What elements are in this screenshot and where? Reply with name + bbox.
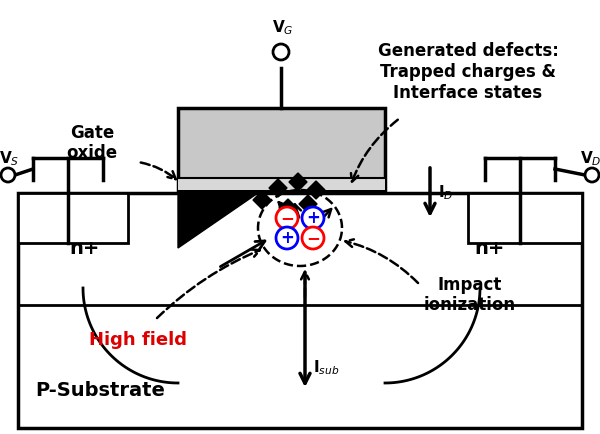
Text: High field: High field [89,331,187,349]
Text: Gate
oxide: Gate oxide [67,124,118,162]
Polygon shape [269,179,287,197]
Text: I$_G$: I$_G$ [217,190,233,210]
Polygon shape [307,181,325,199]
Circle shape [585,168,599,182]
Circle shape [302,207,324,229]
Text: −: − [280,209,294,227]
Text: V$_G$: V$_G$ [272,19,294,37]
Text: V$_D$: V$_D$ [580,150,600,168]
Text: Generated defects:
Trapped charges &
Interface states: Generated defects: Trapped charges & Int… [377,42,559,102]
Bar [468,193,582,243]
Bar [18,193,128,243]
Text: +: + [306,209,320,227]
Polygon shape [279,199,297,217]
Circle shape [273,44,289,60]
Polygon shape [253,191,271,209]
Polygon shape [178,193,258,248]
Polygon shape [289,173,307,191]
Text: n+: n+ [70,239,100,257]
Text: Impact
ionization: Impact ionization [424,276,516,314]
Text: I$_D$: I$_D$ [438,184,454,202]
Bar [18,193,582,428]
Circle shape [302,227,324,249]
Bar [178,108,385,190]
Polygon shape [299,195,317,213]
Circle shape [276,227,298,249]
Text: +: + [280,229,294,247]
Text: −: − [306,229,320,247]
Text: V$_S$: V$_S$ [0,150,19,168]
Circle shape [1,168,15,182]
Circle shape [276,207,298,229]
Text: P-Substrate: P-Substrate [35,381,165,400]
Bar [178,178,385,190]
Text: I$_{sub}$: I$_{sub}$ [313,358,340,377]
Text: n+: n+ [475,239,505,257]
